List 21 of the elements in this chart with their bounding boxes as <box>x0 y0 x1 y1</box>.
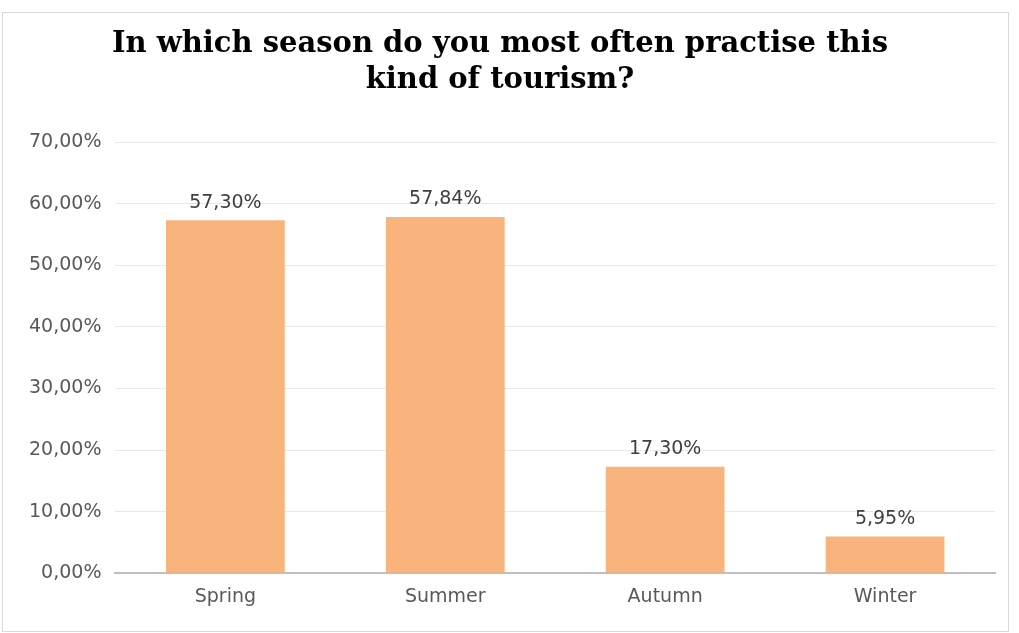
chart-title: In which season do you most often practise this kind of tourism? <box>111 24 889 96</box>
data-label: 57,84% <box>409 186 482 209</box>
data-label: 57,30% <box>189 189 262 212</box>
x-tick-label: Summer <box>404 583 486 606</box>
y-tick-label: 10,00% <box>28 498 102 521</box>
y-tick-label: 50,00% <box>28 252 102 275</box>
y-tick-label: 30,00% <box>28 375 102 398</box>
bar <box>605 466 725 573</box>
y-tick-label: 20,00% <box>28 436 102 459</box>
x-tick-label: Spring <box>194 583 257 606</box>
y-tick-label: 0,00% <box>41 560 102 583</box>
data-label: 5,95% <box>854 505 916 528</box>
bar <box>166 220 285 573</box>
y-tick-label: 40,00% <box>28 313 102 336</box>
y-tick-label: 70,00% <box>28 128 102 151</box>
x-tick-label: Winter <box>853 583 917 606</box>
data-label: 17,30% <box>628 436 702 459</box>
bar <box>385 216 505 573</box>
bar <box>825 536 945 573</box>
x-tick-label: Autumn <box>627 583 703 606</box>
y-tick-label: 60,00% <box>28 190 102 213</box>
